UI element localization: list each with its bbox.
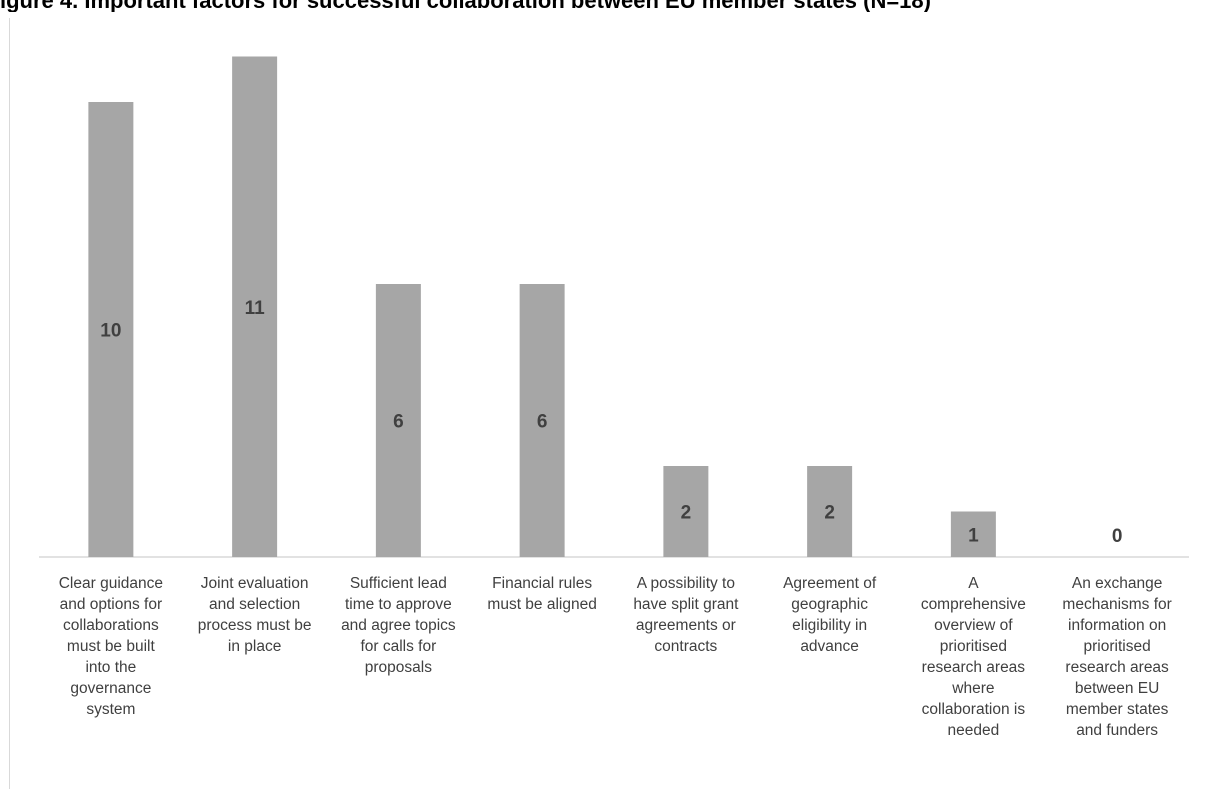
data-label-6: 2 bbox=[824, 503, 835, 524]
category-label-line: where bbox=[952, 680, 995, 697]
category-label-line: governance bbox=[70, 680, 152, 697]
category-label-line: overview of bbox=[934, 617, 1013, 634]
category-label-4: Financial rules must be aligned bbox=[471, 573, 613, 615]
category-label-line: information on bbox=[1068, 617, 1167, 634]
category-label-line: Clear guidance bbox=[58, 575, 163, 592]
category-label-line: in place bbox=[227, 638, 282, 655]
category-label-line: research areas bbox=[1065, 659, 1169, 676]
category-label-line: eligibility in bbox=[792, 617, 868, 634]
bar-7 bbox=[950, 511, 996, 557]
category-label-line: mechanisms for bbox=[1062, 596, 1172, 613]
category-label-line: and funders bbox=[1076, 722, 1159, 739]
category-label-1: Clear guidance and options for collaborati… bbox=[40, 573, 182, 720]
category-label-line: time to approve bbox=[344, 596, 452, 613]
category-label-line: process must be bbox=[197, 617, 312, 634]
category-label-line: A possibility to bbox=[636, 575, 735, 592]
bar-5 bbox=[663, 466, 709, 557]
category-label-line: prioritised bbox=[939, 638, 1007, 655]
data-label-8: 0 bbox=[1112, 526, 1123, 547]
category-label-line: geographic bbox=[791, 596, 868, 613]
category-label-line: proposals bbox=[364, 659, 432, 676]
category-label-line: Financial rules bbox=[492, 575, 593, 592]
category-label-line: Agreement of bbox=[783, 575, 877, 592]
category-label-line: comprehensive bbox=[920, 596, 1026, 613]
category-label-line: must be aligned bbox=[487, 596, 597, 613]
data-label-1: 10 bbox=[100, 321, 121, 342]
category-label-line: for calls for bbox=[360, 638, 437, 655]
category-label-line: and agree topics bbox=[341, 617, 456, 634]
data-label-2: 11 bbox=[245, 298, 266, 319]
category-label-6: Agreement of geographic eligibility in adva… bbox=[759, 573, 901, 657]
category-label-line: Joint evaluation bbox=[200, 575, 309, 592]
data-label-7: 1 bbox=[968, 525, 979, 546]
category-label-line: and selection bbox=[208, 596, 301, 613]
category-label-line: prioritised bbox=[1083, 638, 1151, 655]
bar-6 bbox=[807, 466, 853, 557]
category-label-line: research areas bbox=[921, 659, 1026, 676]
bar-2 bbox=[232, 56, 278, 557]
category-label-line: between EU bbox=[1074, 680, 1160, 697]
category-label-5: A possibility to have split grant agreemen… bbox=[615, 573, 757, 657]
data-label-5: 2 bbox=[681, 503, 692, 524]
category-label-line: into the bbox=[85, 659, 137, 676]
category-label-line: contracts bbox=[654, 638, 718, 655]
bar-1 bbox=[88, 102, 134, 557]
category-label-line: An exchange bbox=[1071, 575, 1163, 592]
chart-title: igure 4. Important factors for successfu… bbox=[0, 0, 1210, 12]
category-label-line: member states bbox=[1065, 701, 1169, 718]
data-label-4: 6 bbox=[537, 412, 548, 433]
category-label-line: collaboration is bbox=[921, 701, 1026, 718]
bar-3 bbox=[375, 284, 421, 557]
category-label-line: Sufficient lead bbox=[349, 575, 447, 592]
category-label-line: must be built bbox=[66, 638, 155, 655]
category-label-line: have split grant bbox=[633, 596, 739, 613]
category-label-2: Joint evaluation and selection process mus… bbox=[184, 573, 326, 657]
category-label-line: needed bbox=[947, 722, 1000, 739]
category-label-line: collaborations bbox=[63, 617, 159, 634]
category-label-line: agreements or bbox=[635, 617, 736, 634]
category-label-8: An exchange mechanisms for information on p… bbox=[1046, 573, 1188, 741]
category-label-line: advance bbox=[800, 638, 859, 655]
data-label-3: 6 bbox=[393, 412, 404, 433]
category-label-line: and options for bbox=[59, 596, 163, 613]
category-label-line: A bbox=[968, 575, 979, 592]
category-label-line: system bbox=[86, 701, 136, 718]
chart-left-border bbox=[9, 18, 10, 789]
category-label-3: Sufficient lead time to approve and agree … bbox=[327, 573, 469, 678]
bar-4 bbox=[519, 284, 565, 557]
